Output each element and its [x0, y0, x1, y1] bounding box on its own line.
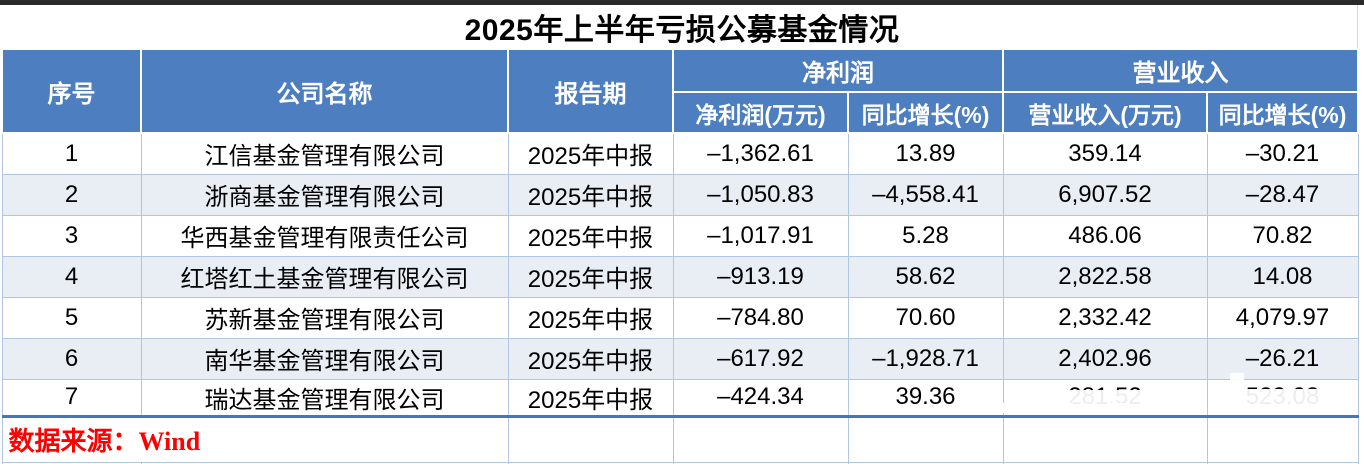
cell-revenue[interactable]: 2,332.42	[1002, 296, 1208, 339]
cell-company[interactable]: 浙商基金管理有限公司	[140, 173, 509, 216]
cell-revenue-yoy[interactable]: 4,079.97	[1206, 296, 1359, 339]
cell-seq[interactable]: 5	[1, 296, 142, 339]
window-top-edge	[0, 0, 1364, 5]
cell-revenue[interactable]: 6,907.52	[1002, 173, 1208, 216]
cell-net-profit[interactable]: –784.80	[672, 296, 849, 339]
col-header-net-profit-yoy[interactable]: 同比增长(%)	[847, 91, 1004, 134]
cell-company[interactable]: 华西基金管理有限责任公司	[140, 214, 509, 257]
cell-period[interactable]: 2025年中报	[507, 132, 674, 175]
cell-net-profit[interactable]: –1,050.83	[672, 173, 849, 216]
table-row: 1 江信基金管理有限公司 2025年中报 –1,362.61 13.89 359…	[1, 132, 1359, 175]
cell-period[interactable]: 2025年中报	[507, 173, 674, 216]
cell-net-profit-yoy[interactable]: –1,928.71	[847, 337, 1004, 380]
table-row: 3 华西基金管理有限责任公司 2025年中报 –1,017.91 5.28 48…	[1, 214, 1359, 257]
cell-seq[interactable]: 7	[1, 378, 142, 418]
cell-net-profit-yoy[interactable]: 13.89	[847, 132, 1004, 175]
col-header-period[interactable]: 报告期	[507, 48, 674, 134]
cell-net-profit[interactable]: –617.92	[672, 337, 849, 380]
table-row: 6 南华基金管理有限公司 2025年中报 –617.92 –1,928.71 2…	[1, 337, 1359, 380]
cell-seq[interactable]: 6	[1, 337, 142, 380]
clipped-bottom-row	[1, 461, 1359, 464]
col-group-net-profit[interactable]: 净利润	[672, 48, 1004, 93]
cell-net-profit[interactable]: –424.34	[672, 378, 849, 418]
cell-seq[interactable]: 4	[1, 255, 142, 298]
cell-period[interactable]: 2025年中报	[507, 255, 674, 298]
cell-revenue-yoy[interactable]: 523.08	[1206, 378, 1359, 418]
cell-period[interactable]: 2025年中报	[507, 337, 674, 380]
empty-cell[interactable]	[1206, 415, 1359, 463]
cell-company[interactable]: 红塔红土基金管理有限公司	[140, 255, 509, 298]
cell-revenue[interactable]: 2,822.58	[1002, 255, 1208, 298]
table-row: 5 苏新基金管理有限公司 2025年中报 –784.80 70.60 2,332…	[1, 296, 1359, 339]
col-header-net-profit[interactable]: 净利润(万元)	[672, 91, 849, 134]
col-header-seq[interactable]: 序号	[1, 48, 142, 134]
cell-period[interactable]: 2025年中报	[507, 296, 674, 339]
cell-seq[interactable]: 2	[1, 173, 142, 216]
gridline-right-edge	[1357, 5, 1358, 48]
cell-revenue-yoy[interactable]: 14.08	[1206, 255, 1359, 298]
cell-revenue-yoy[interactable]: 70.82	[1206, 214, 1359, 257]
cell-revenue[interactable]: 486.06	[1002, 214, 1208, 257]
col-group-revenue[interactable]: 营业收入	[1002, 48, 1359, 93]
cell-revenue-yoy[interactable]: –30.21	[1206, 132, 1359, 175]
source-row: 数据来源：Wind	[1, 415, 1359, 463]
cell-revenue-yoy[interactable]: –26.21	[1206, 337, 1359, 380]
empty-cell[interactable]	[507, 415, 674, 463]
cell-revenue[interactable]: 2,402.96	[1002, 337, 1208, 380]
cell-revenue-yoy[interactable]: –28.47	[1206, 173, 1359, 216]
cell-net-profit-yoy[interactable]: 5.28	[847, 214, 1004, 257]
table-title: 2025年上半年亏损公募基金情况	[464, 13, 900, 47]
col-header-revenue[interactable]: 营业收入(万元)	[1002, 91, 1208, 134]
header-row-subcolumns: 净利润(万元) 同比增长(%) 营业收入(万元) 同比增长(%)	[2, 91, 1359, 134]
empty-cell	[1206, 461, 1359, 464]
cell-net-profit-yoy[interactable]: 70.60	[847, 296, 1004, 339]
table-row: 4 红塔红土基金管理有限公司 2025年中报 –913.19 58.62 2,8…	[1, 255, 1359, 298]
cell-seq[interactable]: 3	[1, 214, 142, 257]
cell-period[interactable]: 2025年中报	[507, 378, 674, 418]
empty-cell[interactable]	[672, 415, 849, 463]
cell-net-profit[interactable]: –1,017.91	[672, 214, 849, 257]
cell-revenue[interactable]: 359.14	[1002, 132, 1208, 175]
cell-period[interactable]: 2025年中报	[507, 214, 674, 257]
cell-net-profit[interactable]: –1,362.61	[672, 132, 849, 175]
fund-loss-table: 序号 公司名称 报告期 净利润 营业收入 净利润(万元) 同比增长(%) 营业收…	[1, 48, 1359, 464]
cell-company[interactable]: 南华基金管理有限公司	[140, 337, 509, 380]
cell-net-profit-yoy[interactable]: –4,558.41	[847, 173, 1004, 216]
cell-net-profit-yoy[interactable]: 58.62	[847, 255, 1004, 298]
cell-company[interactable]: 江信基金管理有限公司	[140, 132, 509, 175]
cell-company[interactable]: 苏新基金管理有限公司	[140, 296, 509, 339]
empty-cell[interactable]	[1002, 415, 1208, 463]
cell-net-profit[interactable]: –913.19	[672, 255, 849, 298]
empty-cell[interactable]	[847, 415, 1004, 463]
cell-revenue[interactable]: 281.52	[1002, 378, 1208, 418]
table-row: 2 浙商基金管理有限公司 2025年中报 –1,050.83 –4,558.41…	[1, 173, 1359, 216]
header-row-groups: 序号 公司名称 报告期 净利润 营业收入	[1, 48, 1359, 134]
cell-company[interactable]: 瑞达基金管理有限公司	[140, 378, 509, 418]
data-source-note: 数据来源：Wind	[1, 415, 509, 463]
cell-seq[interactable]: 1	[1, 132, 142, 175]
table-row: 7 瑞达基金管理有限公司 2025年中报 –424.34 39.36 281.5…	[1, 378, 1359, 418]
col-header-revenue-yoy[interactable]: 同比增长(%)	[1206, 91, 1359, 134]
col-header-company[interactable]: 公司名称	[140, 48, 509, 134]
cell-net-profit-yoy[interactable]: 39.36	[847, 378, 1004, 418]
